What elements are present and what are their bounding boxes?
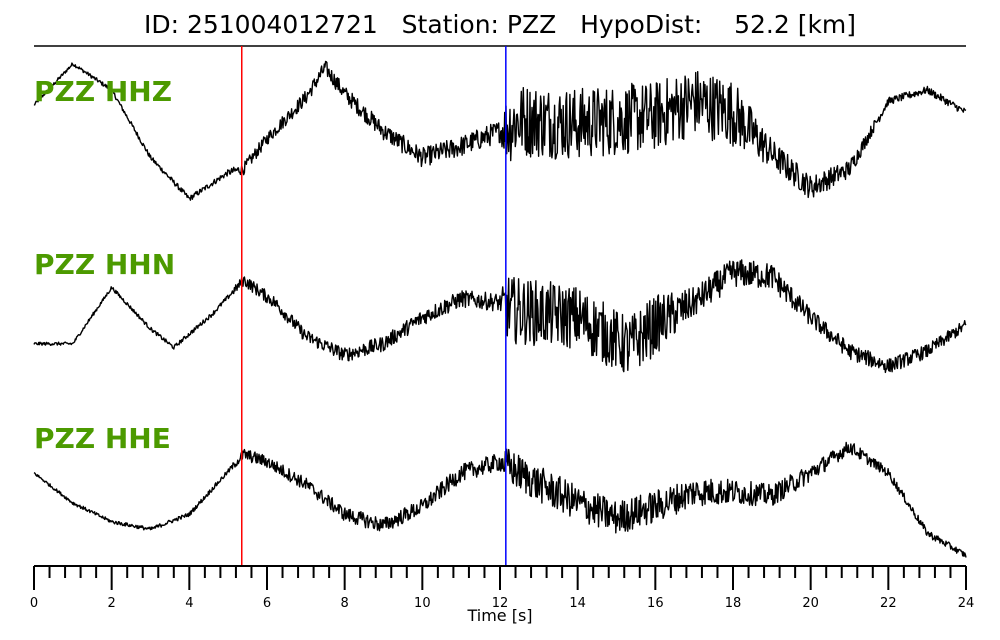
trace-line-pzz-hhn (33, 259, 967, 374)
x-tick-label: 4 (185, 596, 193, 611)
x-tick-label: 20 (802, 596, 819, 611)
x-tick-label: 6 (263, 596, 271, 611)
x-tick-label: 10 (414, 596, 431, 611)
x-tick-label: 12 (492, 596, 509, 611)
x-tick-label: 24 (958, 596, 975, 611)
x-tick-label: 22 (880, 596, 897, 611)
x-tick-label: 16 (647, 596, 664, 611)
trace-label-hhn: PZZ HHN (34, 248, 176, 281)
pick-markers-group (241, 46, 507, 566)
traces-group (33, 60, 967, 558)
x-tick-label: 8 (341, 596, 349, 611)
x-tick-label: 2 (108, 596, 116, 611)
chart-title: ID: 251004012721 Station: PZZ HypoDist: … (143, 10, 857, 39)
x-tick-label: 14 (569, 596, 586, 611)
x-axis-ticks: 0 2 4 6 8 10 12 14 16 18 20 22 24 (30, 566, 974, 611)
x-tick-label: 18 (725, 596, 742, 611)
trace-line-pzz-hhe (33, 441, 967, 558)
trace-label-hhz: PZZ HHZ (34, 75, 173, 108)
x-axis-label: Time [s] (467, 606, 533, 625)
trace-label-hhe: PZZ HHE (34, 422, 171, 455)
x-tick-label: 0 (30, 596, 38, 611)
trace-line-pzz-hhz (33, 60, 967, 201)
